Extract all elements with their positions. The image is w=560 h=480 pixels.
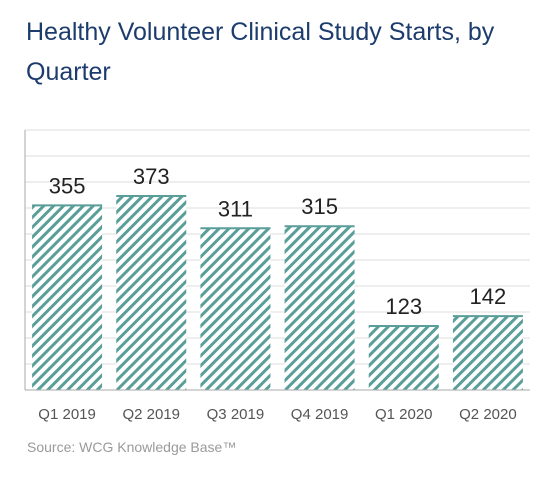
x-tick-label: Q2 2019 [122, 406, 180, 423]
gridlines [25, 129, 530, 365]
axes [24, 130, 530, 391]
x-tick-label: Q4 2019 [291, 406, 349, 423]
bars [32, 195, 523, 390]
value-labels: 355 373 311 315 123 142 [49, 164, 507, 319]
bar [368, 326, 439, 390]
source-note: Source: WCG Knowledge Base™ [27, 439, 237, 455]
bar [32, 205, 103, 390]
x-tick-label: Q1 2020 [375, 406, 433, 423]
value-label: 355 [49, 173, 86, 198]
x-tick-labels: Q1 2019 Q2 2019 Q3 2019 Q4 2019 Q1 2020 Q2 20… [38, 406, 516, 423]
value-label: 315 [301, 194, 338, 219]
value-label: 123 [385, 294, 422, 319]
x-tick-label: Q3 2019 [207, 406, 265, 423]
bar [200, 228, 271, 390]
x-tick-label: Q2 2020 [459, 406, 517, 423]
value-label: 311 [218, 196, 253, 221]
value-label: 373 [133, 164, 170, 189]
bar [452, 316, 523, 390]
chart-title: Healthy Volunteer Clinical Study Starts,… [26, 18, 495, 86]
x-tick-label: Q1 2019 [38, 406, 96, 423]
bar [284, 226, 355, 390]
bar [116, 196, 187, 390]
value-label: 142 [470, 284, 507, 309]
